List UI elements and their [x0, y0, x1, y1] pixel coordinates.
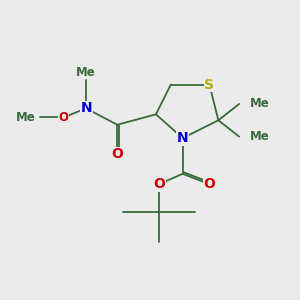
Text: O: O — [153, 177, 165, 191]
Text: O: O — [59, 111, 69, 124]
Text: O: O — [203, 177, 215, 191]
Text: Me: Me — [16, 111, 36, 124]
Text: Me: Me — [250, 130, 269, 143]
Text: N: N — [80, 101, 92, 116]
Text: S: S — [204, 78, 214, 92]
Text: Me: Me — [76, 66, 96, 79]
Text: O: O — [111, 148, 123, 161]
Text: N: N — [177, 131, 188, 145]
Text: Me: Me — [250, 98, 269, 110]
